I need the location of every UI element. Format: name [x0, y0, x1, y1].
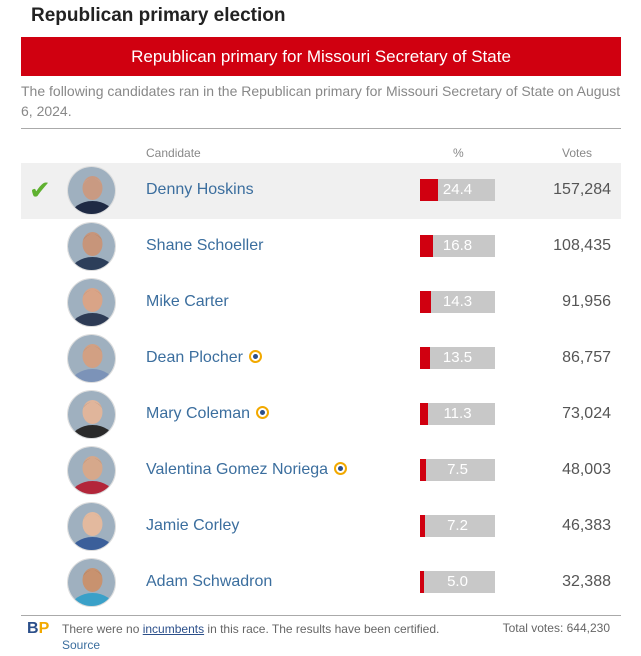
candidate-row: Shane Schoeller 16.8 108,435: [21, 219, 621, 275]
vote-share-fill: [420, 459, 426, 481]
candidate-row: Jamie Corley 7.2 46,383: [21, 499, 621, 555]
vote-share-bar: 16.8: [420, 235, 495, 257]
vote-share-fill: [420, 571, 424, 593]
vote-share-fill: [420, 403, 429, 425]
vote-percent: 7.5: [447, 461, 468, 478]
vote-share-fill: [420, 179, 439, 201]
candidate-photo[interactable]: [67, 278, 116, 327]
page-title: Republican primary election: [31, 5, 286, 26]
candidate-name-link[interactable]: Jamie Corley: [146, 517, 240, 534]
candidate-row: ✔ Denny Hoskins 24.4 157,284: [21, 163, 621, 219]
vote-count: 48,003: [562, 461, 611, 478]
vote-share-bar: 7.5: [420, 459, 495, 481]
candidate-photo[interactable]: [67, 558, 116, 607]
vote-share-fill: [420, 291, 431, 313]
vote-percent: 11.3: [443, 405, 472, 422]
incumbents-link[interactable]: incumbents: [142, 622, 205, 636]
candidate-row: Mike Carter 14.3 91,956: [21, 275, 621, 331]
vote-count: 73,024: [562, 405, 611, 422]
race-banner: Republican primary for Missouri Secretar…: [21, 37, 621, 76]
vote-percent: 5.0: [447, 573, 468, 590]
vote-count: 46,383: [562, 517, 611, 534]
vote-count: 86,757: [562, 349, 611, 366]
vote-share-bar: 11.3: [420, 403, 495, 425]
vote-percent: 14.3: [442, 293, 473, 310]
ballotpedia-survey-icon[interactable]: [256, 406, 270, 419]
winner-check-icon: ✔: [29, 175, 51, 205]
vote-percent: 24.4: [442, 181, 473, 198]
candidate-row: Valentina Gomez Noriega 7.5 48,003: [21, 443, 621, 499]
ballotpedia-logo[interactable]: BP: [27, 620, 49, 638]
vote-share-fill: [420, 235, 433, 257]
vote-share-fill: [420, 515, 426, 537]
ballotpedia-survey-icon[interactable]: [334, 462, 348, 475]
vote-share-bar: 24.4: [420, 179, 495, 201]
vote-count: 108,435: [553, 237, 611, 254]
candidate-name-link[interactable]: Denny Hoskins: [146, 181, 254, 198]
vote-percent: 13.5: [442, 349, 473, 366]
candidate-name-link[interactable]: Adam Schwadron: [146, 573, 273, 590]
source-link[interactable]: Source: [62, 638, 101, 652]
divider: [21, 128, 621, 129]
footer-note: There were no incumbents in this race. T…: [62, 621, 442, 653]
candidate-photo[interactable]: [67, 390, 116, 439]
vote-count: 32,388: [562, 573, 611, 590]
candidate-photo[interactable]: [67, 222, 116, 271]
logo-letter-b: B: [27, 620, 39, 637]
candidate-photo[interactable]: [67, 166, 116, 215]
race-description: The following candidates ran in the Repu…: [21, 83, 621, 119]
candidate-name-wrap: Valentina Gomez Noriega: [146, 461, 348, 479]
vote-percent: 16.8: [442, 237, 473, 254]
ballotpedia-survey-icon[interactable]: [248, 350, 262, 363]
candidate-name-link[interactable]: Dean Plocher: [146, 349, 243, 366]
candidate-name-wrap: Dean Plocher: [146, 349, 262, 367]
vote-share-bar: 13.5: [420, 347, 495, 369]
vote-percent: 7.2: [447, 517, 468, 534]
vote-count: 157,284: [553, 181, 611, 198]
total-votes: Total votes: 644,230: [502, 621, 610, 635]
candidate-name-link[interactable]: Mike Carter: [146, 293, 229, 310]
candidate-photo[interactable]: [67, 446, 116, 495]
header-percent: %: [453, 146, 464, 160]
candidate-row: Mary Coleman 11.3 73,024: [21, 387, 621, 443]
vote-share-fill: [420, 347, 431, 369]
footer-text-start: There were no: [62, 622, 143, 636]
header-candidate: Candidate: [146, 146, 201, 160]
divider: [21, 615, 621, 616]
candidate-row: Dean Plocher 13.5 86,757: [21, 331, 621, 387]
candidate-name-link[interactable]: Valentina Gomez Noriega: [146, 461, 329, 478]
candidate-name-wrap: Mary Coleman: [146, 405, 270, 423]
candidate-name-link[interactable]: Mary Coleman: [146, 405, 251, 422]
logo-letter-p: P: [38, 620, 50, 637]
vote-count: 91,956: [562, 293, 611, 310]
footer-text-end: in this race. The results have been cert…: [204, 622, 440, 636]
header-votes: Votes: [562, 146, 593, 160]
vote-share-bar: 5.0: [420, 571, 495, 593]
vote-share-bar: 7.2: [420, 515, 495, 537]
candidate-name-link[interactable]: Shane Schoeller: [146, 237, 264, 254]
candidate-photo[interactable]: [67, 334, 116, 383]
vote-share-bar: 14.3: [420, 291, 495, 313]
candidate-photo[interactable]: [67, 502, 116, 551]
candidate-row: Adam Schwadron 5.0 32,388: [21, 555, 621, 611]
